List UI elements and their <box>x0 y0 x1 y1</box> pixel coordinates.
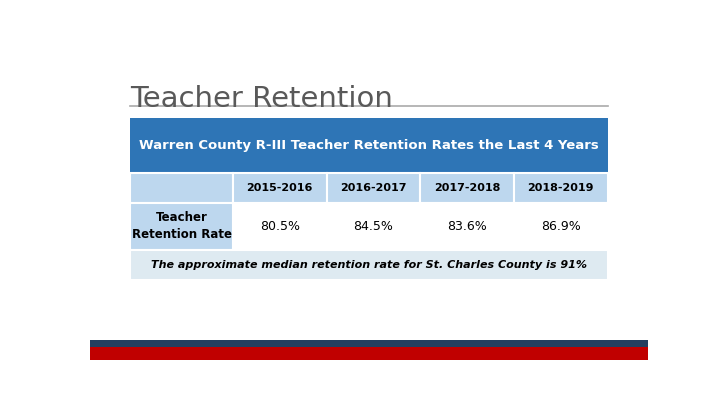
Bar <box>90 340 648 347</box>
Bar <box>130 173 233 202</box>
Bar <box>420 202 513 250</box>
Bar <box>130 202 233 250</box>
Bar <box>513 173 608 202</box>
Bar <box>326 202 420 250</box>
Text: 80.5%: 80.5% <box>260 220 300 233</box>
Text: 2016-2017: 2016-2017 <box>340 183 407 193</box>
Text: Teacher Retention: Teacher Retention <box>130 85 393 113</box>
Bar <box>90 347 648 360</box>
Bar <box>326 173 420 202</box>
Text: The approximate median retention rate for St. Charles County is 91%: The approximate median retention rate fo… <box>151 260 587 270</box>
Text: Warren County R-III Teacher Retention Rates the Last 4 Years: Warren County R-III Teacher Retention Ra… <box>139 139 599 152</box>
Bar <box>233 202 326 250</box>
Text: 86.9%: 86.9% <box>541 220 580 233</box>
Text: Teacher
Retention Rate: Teacher Retention Rate <box>132 211 232 241</box>
Text: 83.6%: 83.6% <box>447 220 487 233</box>
Text: 2015-2016: 2015-2016 <box>246 183 313 193</box>
Bar <box>130 118 608 173</box>
Bar <box>513 202 608 250</box>
Bar <box>420 173 513 202</box>
Text: 84.5%: 84.5% <box>354 220 393 233</box>
Text: 2017-2018: 2017-2018 <box>433 183 500 193</box>
Text: 2018-2019: 2018-2019 <box>528 183 594 193</box>
Bar <box>233 173 326 202</box>
Bar <box>130 250 608 279</box>
